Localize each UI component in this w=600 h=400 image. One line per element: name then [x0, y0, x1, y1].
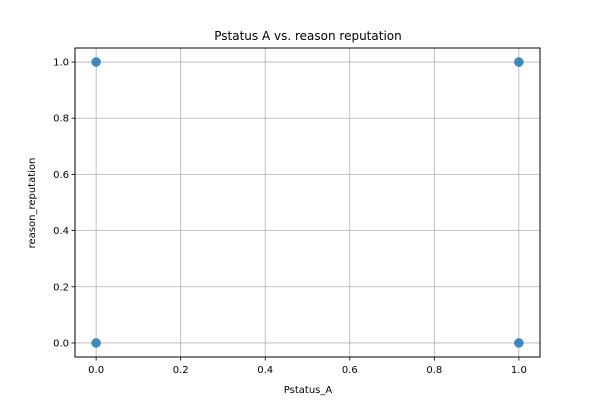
x-tick-label: 0.0 [88, 365, 104, 376]
y-tick-label: 0.2 [53, 282, 69, 293]
y-tick-label: 0.4 [53, 226, 69, 237]
x-tick-label: 0.4 [257, 365, 273, 376]
y-tick-label: 0.8 [53, 114, 69, 125]
x-axis-ticks: 0.0 0.2 0.4 0.6 0.8 1.0 [88, 357, 527, 376]
x-tick-label: 0.2 [173, 365, 189, 376]
y-axis-label: reason_reputation [27, 158, 38, 249]
data-point [514, 57, 524, 67]
x-axis-label: Pstatus_A [284, 385, 333, 396]
plot-area-frame [74, 47, 541, 358]
chart-title: Pstatus A vs. reason reputation [214, 29, 401, 43]
data-point [91, 57, 101, 67]
grid [75, 48, 540, 357]
data-point [514, 338, 524, 348]
data-point [91, 338, 101, 348]
y-tick-label: 0.6 [53, 170, 69, 181]
x-tick-label: 1.0 [511, 365, 527, 376]
data-points [91, 57, 524, 348]
y-tick-label: 1.0 [53, 58, 69, 69]
y-tick-label: 0.0 [53, 338, 69, 349]
y-axis-ticks: 0.0 0.2 0.4 0.6 0.8 1.0 [53, 58, 75, 349]
x-tick-label: 0.6 [342, 365, 358, 376]
x-tick-label: 0.8 [426, 365, 442, 376]
